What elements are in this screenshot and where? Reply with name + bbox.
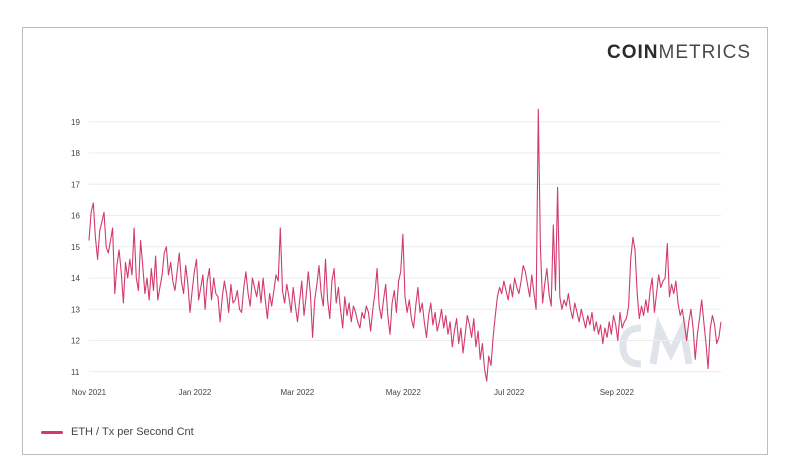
y-tick-label: 19 <box>71 118 80 127</box>
x-axis-ticks: Nov 2021 Jan 2022 Mar 2022 May 2022 Jul 2022… <box>72 388 635 397</box>
legend-label: ETH / Tx per Second Cnt <box>71 426 194 438</box>
y-axis-ticks: 11 12 13 14 15 16 17 18 19 <box>71 118 80 377</box>
grid-lines <box>89 121 721 373</box>
x-tick-label: Mar 2022 <box>280 388 314 397</box>
y-tick-label: 17 <box>71 180 80 189</box>
x-tick-label: Jan 2022 <box>178 388 211 397</box>
cm-watermark <box>619 316 693 368</box>
logo-bold-text: COIN <box>607 42 659 63</box>
x-tick-label: Nov 2021 <box>72 388 107 397</box>
y-tick-label: 11 <box>71 368 80 377</box>
legend-swatch <box>41 430 63 434</box>
line-chart: 11 12 13 14 15 16 17 18 19 Nov 2021 Jan 2022 Mar 2… <box>71 108 722 397</box>
x-tick-label: May 2022 <box>386 388 422 397</box>
y-tick-label: 12 <box>71 337 80 346</box>
coinmetrics-logo: COINMETRICS <box>607 42 751 64</box>
series-group <box>88 108 722 382</box>
x-tick-label: Jul 2022 <box>494 388 525 397</box>
y-tick-label: 16 <box>71 212 80 221</box>
y-tick-label: 14 <box>71 274 80 283</box>
chart-container: COINMETRICS 11 12 13 14 15 16 17 18 19 Nov 2021 J… <box>22 27 768 455</box>
x-tick-label: Sep 2022 <box>600 388 635 397</box>
y-tick-label: 18 <box>71 149 80 158</box>
series-line <box>88 108 722 382</box>
legend[interactable]: ETH / Tx per Second Cnt <box>41 426 194 438</box>
y-tick-label: 15 <box>71 243 80 252</box>
logo-light-text: METRICS <box>658 42 751 63</box>
y-tick-label: 13 <box>71 305 80 314</box>
